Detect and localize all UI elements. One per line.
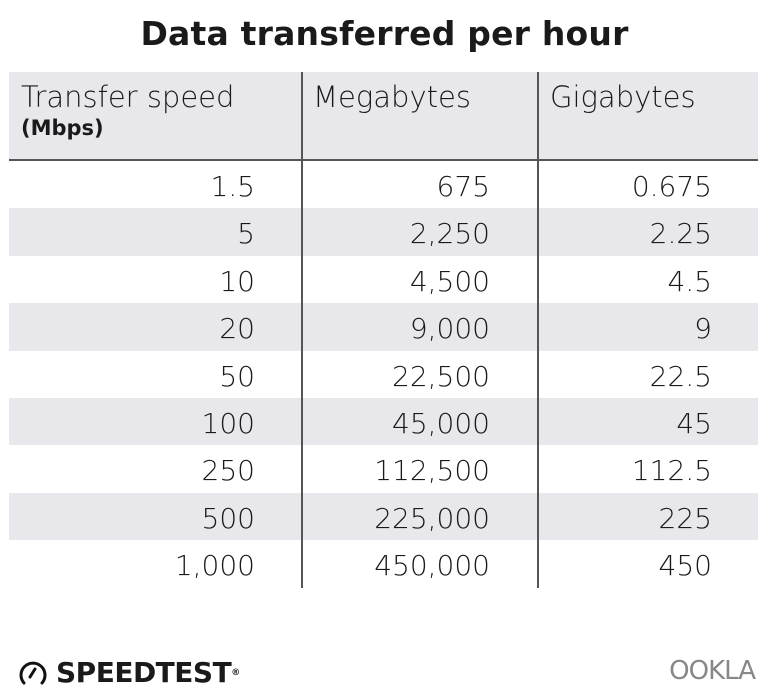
ookla-logo: OOKLA <box>669 656 756 686</box>
cell-gigabytes: 225 <box>658 501 712 535</box>
data-table: Transfer speed (Mbps) Megabytes Gigabyte… <box>9 72 758 588</box>
header-transfer-speed: Transfer speed (Mbps) <box>21 80 234 140</box>
column-divider <box>537 72 539 588</box>
cell-megabytes: 225,000 <box>374 501 490 535</box>
header-megabytes: Megabytes <box>313 80 471 114</box>
table-row: 100 45,000 45 <box>9 397 758 446</box>
cell-speed: 10 <box>219 264 255 298</box>
cell-megabytes: 9,000 <box>409 312 490 346</box>
cell-megabytes: 45,000 <box>392 406 490 440</box>
table-row: 5 2,250 2.25 <box>9 208 758 256</box>
cell-gigabytes: 112.5 <box>631 454 712 488</box>
speedometer-icon <box>19 661 47 684</box>
table-row: 250 112,500 112.5 <box>9 445 758 492</box>
header-label: Transfer speed <box>21 80 235 114</box>
chart-title: Data transferred per hour <box>140 14 629 53</box>
cell-gigabytes: 0.675 <box>631 170 712 203</box>
header-unit: (Mbps) <box>21 116 104 140</box>
cell-speed: 1.5 <box>210 170 255 203</box>
cell-gigabytes: 4.5 <box>667 264 712 298</box>
cell-speed: 250 <box>201 454 255 488</box>
cell-speed: 100 <box>201 406 255 440</box>
speedtest-wordmark: SPEEDTEST <box>56 656 232 689</box>
speedtest-logo: SPEEDTEST ® <box>18 656 240 689</box>
cell-speed: 5 <box>237 217 255 251</box>
cell-speed: 20 <box>219 312 255 346</box>
table-row: 20 9,000 9 <box>9 303 758 351</box>
cell-speed: 50 <box>219 359 255 393</box>
cell-megabytes: 2,250 <box>409 217 490 251</box>
table-row: 500 225,000 225 <box>9 492 758 541</box>
cell-gigabytes: 22.5 <box>649 359 712 393</box>
table-row: 50 22,500 22.5 <box>9 351 758 398</box>
cell-gigabytes: 45 <box>676 406 712 440</box>
cell-gigabytes: 2.25 <box>649 217 712 251</box>
table-header: Transfer speed (Mbps) Megabytes Gigabyte… <box>9 72 758 161</box>
table-row: 1,000 450,000 450 <box>9 540 758 587</box>
table-row: 1.5 675 0.675 <box>9 161 758 208</box>
cell-speed: 500 <box>201 501 255 535</box>
table-row: 10 4,500 4.5 <box>9 256 758 303</box>
cell-gigabytes: 450 <box>658 549 712 583</box>
cell-gigabytes: 9 <box>694 312 712 346</box>
cell-megabytes: 450,000 <box>374 549 490 583</box>
cell-megabytes: 22,500 <box>392 359 490 393</box>
header-gigabytes: Gigabytes <box>550 80 696 114</box>
cell-speed: 1,000 <box>174 549 255 583</box>
cell-megabytes: 4,500 <box>409 264 490 298</box>
column-divider <box>301 72 303 588</box>
cell-megabytes: 112,500 <box>374 454 490 488</box>
cell-megabytes: 675 <box>436 170 490 203</box>
